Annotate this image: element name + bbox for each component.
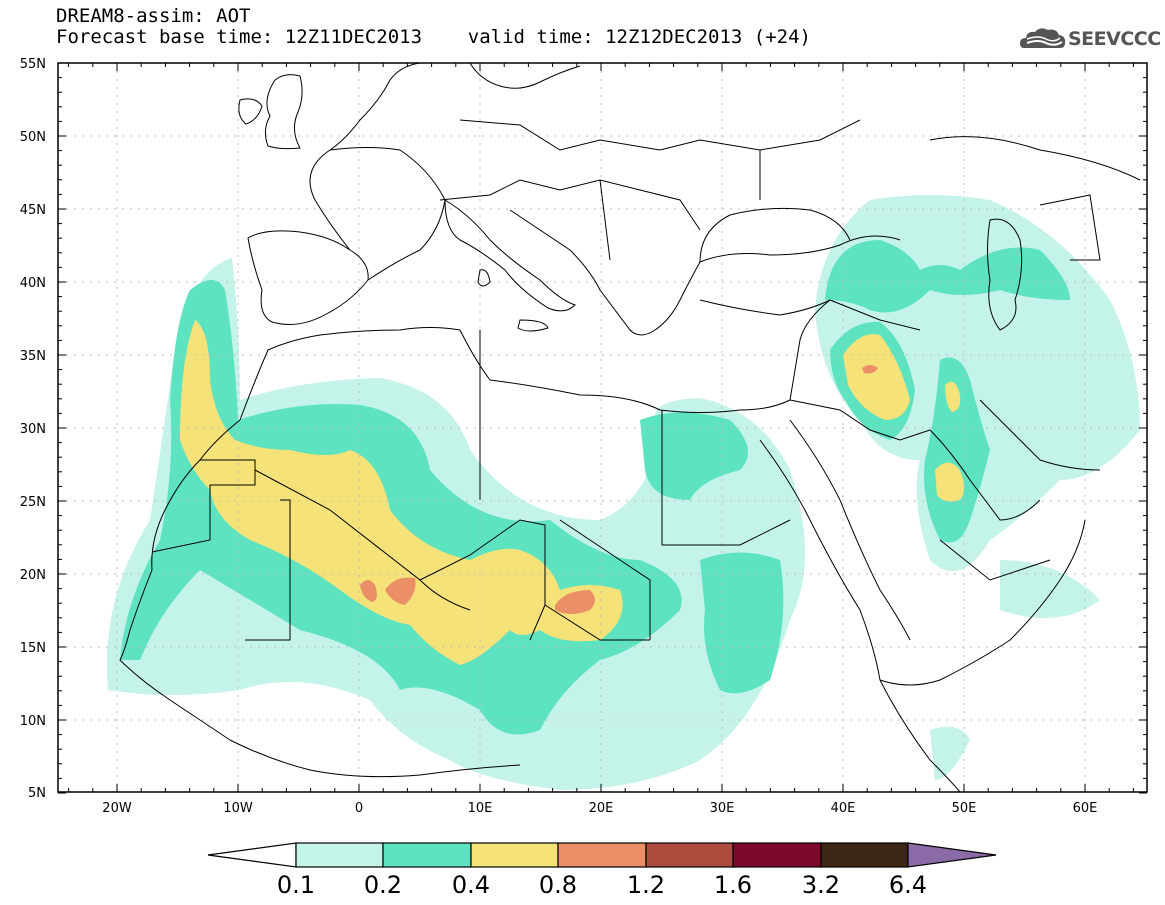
lon-label: 10E bbox=[468, 801, 493, 816]
map-title: DREAM8-assim: AOT bbox=[56, 5, 251, 27]
lat-label: 30N bbox=[20, 422, 46, 437]
lon-label: 60E bbox=[1073, 801, 1098, 816]
lat-label: 55N bbox=[20, 57, 46, 72]
colorbar-cell bbox=[382, 842, 472, 868]
lat-label: 35N bbox=[20, 349, 46, 364]
colorbar-cell bbox=[732, 842, 822, 868]
logo-text: SEEVCCC bbox=[1068, 28, 1161, 50]
colorbar: 0.1 0.2 0.4 0.8 1.2 1.6 3.2 6.4 bbox=[207, 842, 997, 899]
lon-label: 10W bbox=[223, 801, 253, 816]
lon-label: 0 bbox=[355, 801, 363, 816]
colorbar-label: 1.6 bbox=[714, 871, 752, 899]
colorbar-cell bbox=[907, 842, 997, 868]
colorbar-label: 0.2 bbox=[364, 871, 402, 899]
lat-label: 10N bbox=[20, 714, 46, 729]
lat-label: 15N bbox=[20, 641, 46, 656]
axis-ticks bbox=[58, 62, 1147, 794]
lon-label: 20E bbox=[589, 801, 614, 816]
colorbar-cell bbox=[470, 842, 559, 868]
aot-field bbox=[58, 63, 1147, 792]
colorbar-label: 6.4 bbox=[889, 871, 927, 899]
colorbar-cell bbox=[295, 842, 384, 868]
longitude-labels: 20W 10W 0 10E 20E 30E 40E 50E 60E bbox=[102, 801, 1097, 816]
latitude-labels: 55N 50N 45N 40N 35N 30N 25N 20N 15N 10N … bbox=[20, 57, 46, 801]
forecast-time-line: Forecast base time: 12Z11DEC2013 valid t… bbox=[56, 26, 811, 48]
colorbar-label: 0.1 bbox=[277, 871, 315, 899]
seevccc-cloud-logo-icon bbox=[1020, 28, 1066, 48]
lat-label: 40N bbox=[20, 276, 46, 291]
coastlines-and-borders bbox=[119, 63, 1141, 792]
colorbar-cell bbox=[207, 842, 297, 868]
lon-label: 30E bbox=[710, 801, 735, 816]
lon-label: 50E bbox=[952, 801, 977, 816]
colorbar-label: 1.2 bbox=[627, 871, 665, 899]
colorbar-cell bbox=[645, 842, 734, 868]
colorbar-cell bbox=[820, 842, 909, 868]
colorbar-cell bbox=[557, 842, 647, 868]
colorbar-label: 3.2 bbox=[802, 871, 840, 899]
lon-label: 20W bbox=[102, 801, 132, 816]
aot-level-orange bbox=[360, 365, 878, 614]
aot-level-yellow bbox=[180, 320, 964, 665]
colorbar-label: 0.4 bbox=[452, 871, 490, 899]
lat-label: 25N bbox=[20, 495, 46, 510]
colorbar-label: 0.8 bbox=[539, 871, 577, 899]
lon-label: 40E bbox=[831, 801, 856, 816]
lat-label: 5N bbox=[28, 786, 46, 801]
lat-label: 50N bbox=[20, 130, 46, 145]
lat-label: 45N bbox=[20, 203, 46, 218]
lat-label: 20N bbox=[20, 568, 46, 583]
